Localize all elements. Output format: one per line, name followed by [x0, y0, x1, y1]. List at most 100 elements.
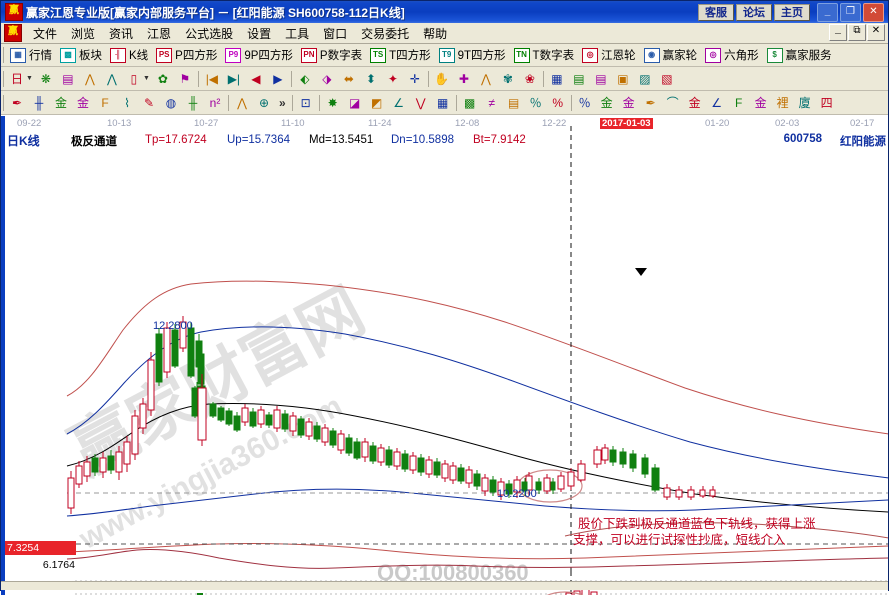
crosshair-button[interactable]: ✚	[458, 71, 469, 86]
candle-button[interactable]: ▯	[130, 71, 138, 86]
ink-tool[interactable]: ✒	[645, 95, 656, 110]
close-button[interactable]: ✕	[863, 2, 884, 22]
chart-canvas[interactable]: 09-22 10-13 10-27 11-10 11-24 12-08 12-22 2017-…	[5, 116, 888, 595]
menu-item-settings[interactable]: 设置	[247, 26, 272, 41]
flag-button[interactable]: ⚑	[179, 71, 191, 86]
gold-grid2-tool[interactable]: 金	[76, 96, 89, 110]
globe-button[interactable]: ❀	[524, 71, 535, 86]
fan3-tool[interactable]: ◩	[371, 95, 383, 110]
pen-tool[interactable]: ✒	[11, 95, 23, 110]
lines-tool[interactable]: ≠	[488, 95, 495, 110]
mdi-restore-button[interactable]: ⧉	[848, 24, 866, 41]
box-tool[interactable]: ⊡	[300, 95, 311, 110]
luntan-button[interactable]: 论坛	[736, 3, 772, 21]
menu-item-trade[interactable]: 交易委托	[361, 26, 410, 41]
ruler-tool[interactable]: ▤	[508, 95, 520, 110]
list-button[interactable]: ▤	[595, 71, 607, 86]
si-tool[interactable]: 四	[820, 96, 833, 110]
menu-item-news[interactable]: 资讯	[109, 26, 134, 41]
menu-item-gann[interactable]: 江恩	[147, 26, 172, 41]
menu-item-help[interactable]: 帮助	[423, 26, 448, 41]
mdi-minimize-button[interactable]: _	[829, 24, 847, 41]
hand-button[interactable]: ✋	[434, 71, 450, 86]
feature-yingjia-fuwu[interactable]: $ 赢家服务	[763, 47, 836, 63]
target-tool[interactable]: ⊕	[258, 95, 270, 110]
f-tool[interactable]: F	[101, 95, 109, 110]
more-tools[interactable]: »	[279, 95, 286, 110]
f2-tool[interactable]: F	[735, 95, 743, 110]
li-tool[interactable]: 裡	[776, 96, 789, 110]
pen2-tool[interactable]: ✎	[143, 95, 155, 110]
export-button[interactable]: ▨	[639, 71, 651, 86]
fan2-tool[interactable]: ◪	[349, 95, 361, 110]
menu-item-file[interactable]: 文件	[33, 26, 58, 41]
feature-p-sifangxing[interactable]: PS P四方形	[152, 47, 221, 63]
first-page-button[interactable]: |◀	[205, 71, 219, 86]
last-page-button[interactable]: ▶|	[227, 71, 241, 86]
feature-p-shuzibiao[interactable]: PN P数字表	[297, 47, 366, 63]
grid-tool[interactable]: ╫	[34, 95, 44, 110]
calendar-button[interactable]: ▦	[551, 71, 563, 86]
expand-v-button[interactable]: ✦	[387, 71, 398, 86]
palette-button[interactable]: ▣	[617, 71, 629, 86]
gold4-tool[interactable]: 金	[754, 96, 767, 110]
circle-grid-tool[interactable]: ◍	[165, 95, 177, 110]
feature-t-sifangxing[interactable]: TS T四方形	[366, 47, 435, 63]
menu-item-browse[interactable]: 浏览	[71, 26, 96, 41]
chart2-button[interactable]: ⋀	[85, 71, 95, 86]
menu-item-window[interactable]: 窗口	[323, 26, 348, 41]
prev-button[interactable]: ◀	[251, 71, 261, 86]
candle-dropdown[interactable]: ▼	[142, 75, 150, 82]
feature-hangqing[interactable]: ▦ 行情	[6, 47, 56, 63]
gold2-tool[interactable]: 金	[622, 96, 635, 110]
zigzag-tool[interactable]: ⋁	[415, 95, 426, 110]
feature-yingjia-lun[interactable]: ◉ 赢家轮	[640, 47, 702, 63]
trend-button[interactable]: ⋀	[480, 71, 491, 86]
feature-kxian[interactable]: ╢ K线	[106, 47, 152, 63]
gold-grid-tool[interactable]: 金	[54, 96, 67, 110]
report-button[interactable]: ▤	[62, 71, 74, 86]
n2-tool[interactable]: n²	[209, 95, 221, 110]
feature-liujiaoxing[interactable]: ◎ 六角形	[701, 47, 763, 63]
grid2-tool[interactable]: ╫	[188, 95, 198, 110]
window-button[interactable]: ▧	[661, 71, 673, 86]
save-layout-button[interactable]: 日	[10, 72, 23, 86]
feature-9t-sifangxing[interactable]: T9 9T四方形	[435, 47, 510, 63]
menu-item-formula-screen[interactable]: 公式选股	[185, 26, 234, 41]
menu-item-tools[interactable]: 工具	[285, 26, 310, 41]
overlay-button[interactable]: ❋	[40, 71, 51, 86]
mesh2-tool[interactable]: ▩	[464, 95, 476, 110]
zhuye-button[interactable]: 主页	[774, 3, 810, 21]
chart9-button[interactable]: ⋀	[107, 71, 117, 86]
feature-bankuai[interactable]: ▩ 板块	[56, 47, 106, 63]
maximize-button[interactable]: ❐	[840, 2, 861, 22]
slope-tool[interactable]: ∠	[711, 95, 723, 110]
gold-circle-tool[interactable]: 金	[600, 96, 613, 110]
percent-tool[interactable]: %	[552, 95, 564, 110]
spiral-tool[interactable]: ⌇	[124, 95, 130, 110]
save-layout-dropdown[interactable]: ▼	[26, 75, 33, 82]
arc-tool[interactable]: ⌒	[666, 96, 679, 110]
ya-tool[interactable]: 廈	[798, 96, 811, 110]
minimize-button[interactable]: _	[817, 2, 838, 22]
disk-button[interactable]: ▤	[573, 71, 585, 86]
mesh-tool[interactable]: ▦	[437, 95, 449, 110]
lock-button[interactable]: ✛	[409, 71, 420, 86]
feature-9p-sifangxing[interactable]: P9 9P四方形	[221, 47, 297, 63]
fan-tool[interactable]: ✸	[327, 95, 338, 110]
kefu-button[interactable]: 客服	[698, 3, 734, 21]
zoom-right-button[interactable]: ⬗	[322, 71, 332, 86]
zoom-left-button[interactable]: ⬖	[300, 71, 310, 86]
feature-t-shuzibiao[interactable]: TN T数字表	[510, 47, 579, 63]
angle-tool[interactable]: ⋀	[237, 95, 247, 110]
feature-jiangen-lun[interactable]: ◎ 江恩轮	[578, 47, 640, 63]
draw-button[interactable]: ✾	[502, 71, 513, 86]
mdi-close-button[interactable]: ✕	[867, 24, 885, 41]
formula-button[interactable]: ✿	[157, 71, 168, 86]
percent2-tool[interactable]: ％	[578, 96, 591, 110]
line-tool[interactable]: ∠	[393, 95, 405, 110]
shrink-h-button[interactable]: ⬍	[365, 71, 376, 86]
expand-h-button[interactable]: ⬌	[343, 71, 354, 86]
gold3-tool[interactable]: 金	[688, 96, 701, 110]
percent-box-tool[interactable]: ％	[529, 96, 542, 110]
